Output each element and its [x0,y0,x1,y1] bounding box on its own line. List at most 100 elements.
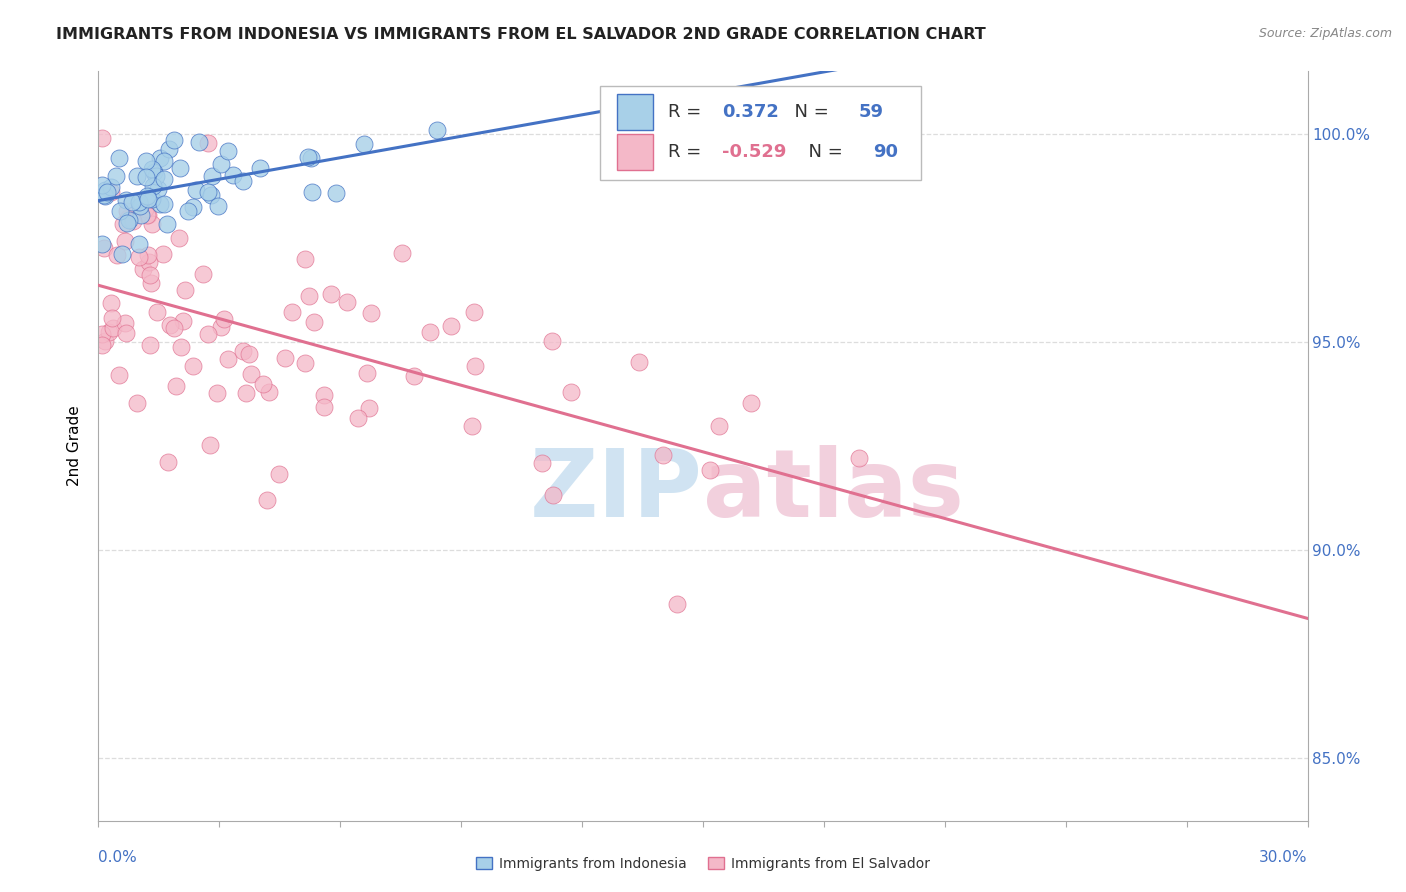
Point [115,204,138,219]
Y-axis label: 2nd Grade: 2nd Grade [67,406,83,486]
Point [138,188,160,202]
Point [198,438,221,452]
Point [627,355,650,369]
Point [128,194,150,209]
Point [91,237,114,252]
Point [235,385,257,400]
Point [163,133,186,147]
Point [96,186,118,200]
Point [93,240,115,254]
Point [136,192,159,206]
Point [129,208,152,222]
Point [170,340,193,354]
Point [139,338,162,352]
Point [114,235,136,249]
Point [148,182,170,196]
Point [530,456,553,470]
Point [105,248,128,262]
Point [176,203,198,218]
Point [149,196,172,211]
Point [267,467,290,481]
Point [174,284,197,298]
Point [101,321,124,335]
Point [125,396,148,410]
Point [353,137,375,152]
Point [205,385,228,400]
Point [157,455,180,469]
Point [156,217,179,231]
Point [138,255,160,269]
FancyBboxPatch shape [617,94,654,130]
Point [197,327,219,342]
Point [98,325,121,339]
Point [128,250,150,264]
Text: Source: ZipAtlas.com: Source: ZipAtlas.com [1258,27,1392,40]
Point [188,135,211,149]
Point [93,187,115,202]
Point [149,151,172,165]
Point [91,338,114,352]
Point [153,172,176,186]
Point [132,262,155,277]
Text: 30.0%: 30.0% [1260,850,1308,864]
Point [197,185,219,199]
Point [141,218,163,232]
Point [299,151,322,165]
Point [426,123,449,137]
Point [221,168,243,182]
Point [211,157,233,171]
Point [217,144,239,158]
Point [356,366,378,380]
Point [153,154,176,169]
Point [117,213,139,227]
Point [136,248,159,262]
Point [707,418,730,433]
Point [325,186,347,200]
Point [181,359,204,374]
Point [94,334,117,348]
Point [165,379,187,393]
Point [232,174,254,188]
Point [122,214,145,228]
Point [91,326,114,341]
Point [273,351,295,365]
Point [319,287,342,301]
Point [302,315,325,329]
Point [141,192,163,206]
Point [207,198,229,212]
Point [135,154,157,169]
Point [125,169,148,183]
Point [238,347,260,361]
Point [172,314,194,328]
Text: N =: N = [797,144,849,161]
Point [314,401,336,415]
FancyBboxPatch shape [617,135,654,170]
Point [297,289,319,303]
Point [201,169,224,183]
Point [135,169,157,184]
Point [114,316,136,330]
Point [117,211,139,225]
Point [294,252,316,267]
Point [91,178,114,192]
Point [240,368,263,382]
Point [560,384,582,399]
Text: -0.529: -0.529 [723,144,787,161]
Point [142,178,165,193]
Point [200,187,222,202]
Point [186,183,208,197]
Point [94,188,117,202]
Point [461,418,484,433]
Point [136,208,159,222]
Point [100,185,122,199]
Text: R =: R = [668,103,707,120]
Point [464,359,486,373]
Point [141,276,163,290]
Point [391,246,413,260]
Point [297,150,319,164]
Point [402,368,425,383]
Point [115,193,138,207]
Point [249,161,271,175]
Point [281,305,304,319]
Text: atlas: atlas [703,445,965,537]
